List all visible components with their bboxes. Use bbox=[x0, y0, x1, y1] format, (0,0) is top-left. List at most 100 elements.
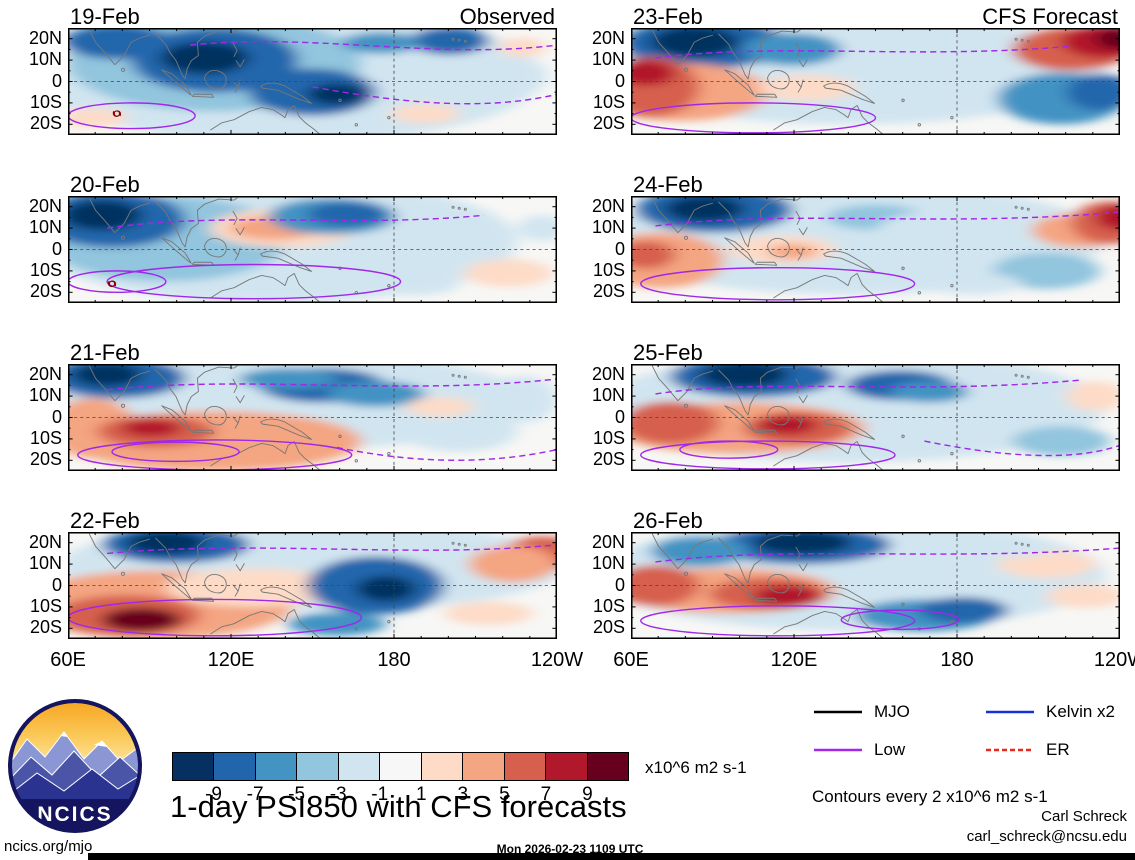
colorbar-tick: -7 bbox=[246, 784, 264, 805]
y-tick-label: 10N bbox=[591, 217, 625, 238]
map-plot bbox=[631, 196, 1120, 303]
x-tick-label: 120W bbox=[1093, 649, 1135, 671]
panel-24-feb: 24-Feb 20N 10N 0 10S 20S bbox=[592, 170, 1120, 303]
panel-header-row: 24-Feb bbox=[631, 170, 1120, 196]
timestamp: Mon 2026-02-23 1109 UTC bbox=[496, 842, 644, 856]
y-tick-label: 0 bbox=[614, 574, 625, 595]
y-tick-label: 20S bbox=[592, 449, 625, 470]
y-tick-label: 10S bbox=[29, 595, 62, 616]
y-tick-label: 20N bbox=[591, 27, 625, 48]
colorbar-tick: -3 bbox=[329, 784, 347, 805]
map-plot bbox=[68, 532, 557, 639]
colorbar-box bbox=[587, 753, 628, 780]
colorbar-tick: 3 bbox=[457, 784, 469, 805]
y-tick-label: 10N bbox=[28, 553, 62, 574]
y-tick-label: 20S bbox=[29, 617, 62, 638]
colorbar bbox=[172, 752, 629, 781]
panel-header-row: 20-Feb bbox=[68, 170, 557, 196]
legend-line bbox=[986, 748, 1034, 752]
y-tick-label: 20N bbox=[591, 195, 625, 216]
panel-21-feb: 21-Feb 20N 10N 0 10S 20S bbox=[29, 338, 557, 471]
legend-label: Kelvin x2 bbox=[1046, 702, 1115, 721]
y-tick-label: 10S bbox=[592, 595, 625, 616]
legend-item-low: Low bbox=[812, 740, 984, 760]
colorbar-ticks: -9 -7 -5 -3 -1 1 3 5 7 9 bbox=[172, 784, 629, 806]
y-tick-label: 20N bbox=[591, 363, 625, 384]
y-tick-label: 20N bbox=[28, 195, 62, 216]
panel-date: 24-Feb bbox=[633, 172, 703, 197]
panel-19-feb: 19-Feb Observed 20N 10N 0 10S 20S bbox=[29, 2, 557, 135]
y-tick-label: 0 bbox=[51, 238, 62, 259]
panel-date: 26-Feb bbox=[633, 508, 703, 533]
colorbar-box bbox=[546, 753, 588, 780]
x-tick-label: 180 bbox=[940, 649, 974, 671]
map-plot bbox=[68, 196, 557, 303]
panel-25-feb: 25-Feb 20N 10N 0 10S 20S bbox=[592, 338, 1120, 471]
colorbar-tick: 1 bbox=[415, 784, 427, 805]
y-tick-label: 0 bbox=[614, 406, 625, 427]
y-tick-label: 20S bbox=[29, 281, 62, 302]
y-tick-label: 20S bbox=[592, 617, 625, 638]
panel-date: 25-Feb bbox=[633, 340, 703, 365]
map-plot bbox=[631, 532, 1120, 639]
y-tick-label: 10S bbox=[592, 259, 625, 280]
colorbar-box bbox=[214, 753, 256, 780]
colorbar-tick: -9 bbox=[205, 784, 222, 805]
figure-title: 1-day PSI850 with CFS forecasts bbox=[170, 789, 627, 824]
y-tick-label: 20S bbox=[29, 113, 62, 134]
logo-text: NCICS bbox=[37, 803, 112, 826]
panel-header-row: 21-Feb bbox=[68, 338, 557, 364]
y-tick-label: 0 bbox=[51, 70, 62, 91]
colorbar-box bbox=[297, 753, 339, 780]
ncics-logo: NCICS bbox=[8, 699, 142, 833]
y-tick-label: 0 bbox=[51, 574, 62, 595]
legend-label: MJO bbox=[874, 702, 910, 721]
map-plot bbox=[631, 364, 1120, 471]
y-tick-label: 10S bbox=[592, 427, 625, 448]
map-plot bbox=[68, 364, 557, 471]
panel-header-row: 25-Feb bbox=[631, 338, 1120, 364]
colorbar-tick: 9 bbox=[582, 784, 593, 805]
panel-date: 22-Feb bbox=[70, 508, 140, 533]
x-tick-label: 120E bbox=[770, 649, 818, 671]
legend-item-er: ER bbox=[984, 740, 1134, 760]
colorbar-tick: -1 bbox=[371, 784, 389, 805]
y-tick-label: 10S bbox=[29, 259, 62, 280]
colorbar-box bbox=[463, 753, 505, 780]
legend-line bbox=[814, 748, 862, 752]
colorbar-tick: -5 bbox=[288, 784, 306, 805]
contour-note: Contours every 2 x10^6 m2 s-1 bbox=[812, 787, 1048, 806]
panel-header-row: 19-Feb Observed bbox=[68, 2, 557, 28]
legend-line bbox=[814, 710, 862, 714]
y-tick-label: 10N bbox=[591, 385, 625, 406]
y-tick-label: 10N bbox=[591, 49, 625, 70]
panel-date: 20-Feb bbox=[70, 172, 140, 197]
bottom-bar bbox=[88, 853, 1135, 860]
column-header-observed: Observed bbox=[459, 4, 555, 29]
y-tick-label: 10N bbox=[28, 385, 62, 406]
colorbar-box bbox=[338, 753, 381, 780]
colorbar-tick: 7 bbox=[540, 784, 552, 805]
column-header-cfs-forecast: CFS Forecast bbox=[982, 4, 1118, 29]
y-tick-label: 20S bbox=[592, 281, 625, 302]
legend-label: ER bbox=[1046, 740, 1070, 759]
y-tick-label: 10N bbox=[28, 49, 62, 70]
panel-20-feb: 20-Feb 20N 10N 0 10S 20S bbox=[29, 170, 557, 303]
legend-item-kelvin-x2: Kelvin x2 bbox=[984, 702, 1134, 722]
panel-header-row: 22-Feb bbox=[68, 506, 557, 532]
y-tick-label: 10S bbox=[29, 427, 62, 448]
colorbar-box bbox=[255, 753, 298, 780]
colorbar-box bbox=[421, 753, 464, 780]
y-tick-label: 20N bbox=[28, 363, 62, 384]
site-link[interactable]: ncics.org/mjo bbox=[4, 838, 93, 855]
y-tick-label: 20N bbox=[591, 531, 625, 552]
credit-email: carl_schreck@ncsu.edu bbox=[966, 828, 1127, 845]
x-tick-label: 120W bbox=[530, 649, 584, 671]
panel-date: 21-Feb bbox=[70, 340, 140, 365]
x-tick-label: 60E bbox=[50, 649, 86, 671]
y-tick-label: 10S bbox=[29, 91, 62, 112]
y-tick-label: 0 bbox=[614, 238, 625, 259]
y-tick-label: 20N bbox=[28, 27, 62, 48]
